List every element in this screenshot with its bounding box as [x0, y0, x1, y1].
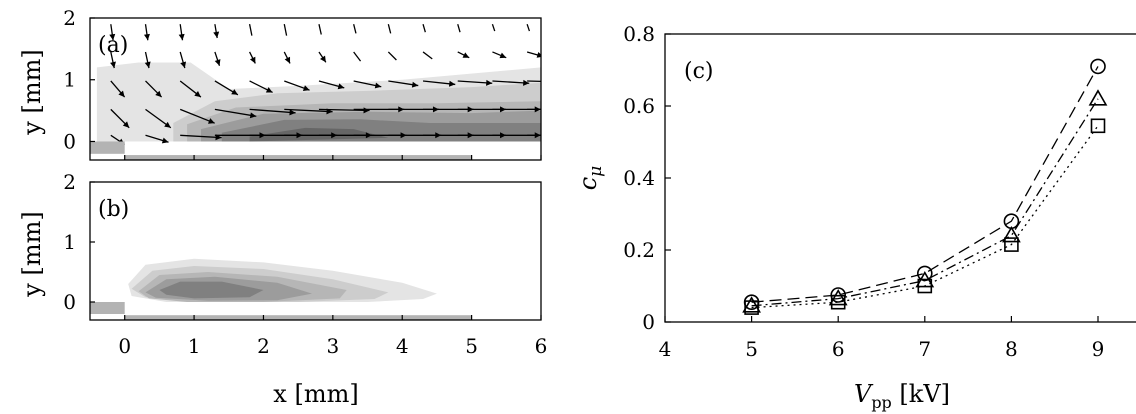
panel-b-x-axis-label: x [mm]	[273, 380, 358, 408]
velocity-vector	[215, 52, 221, 66]
b-xtick-label: 3	[326, 334, 339, 358]
c-ytick-label: 0.6	[623, 94, 655, 118]
panel-b-tag: (b)	[98, 197, 129, 222]
velocity-vector	[527, 24, 529, 31]
a-ytick-label: 0	[63, 129, 76, 153]
velocity-vector	[354, 24, 356, 33]
velocity-vector	[144, 24, 150, 40]
c-xtick-label: 8	[1005, 337, 1018, 361]
velocity-vector	[458, 52, 470, 58]
panel-c-tag: (c)	[684, 59, 714, 84]
c-xtick-label: 5	[745, 337, 758, 361]
velocity-vector	[250, 24, 252, 36]
panel-a-contours	[97, 63, 541, 142]
c-ytick-label: 0	[642, 310, 655, 334]
b-xtick-label: 2	[257, 334, 270, 358]
velocity-vector	[458, 24, 460, 32]
velocity-vector	[354, 52, 361, 61]
data-point-triangle	[1003, 228, 1019, 242]
velocity-vector	[492, 24, 494, 31]
panel-c-x-axis-label: Vpp [kV]	[854, 380, 950, 412]
c-ytick-label: 0.4	[623, 166, 655, 190]
b-xtick-label: 5	[465, 334, 478, 358]
panel-a-electrodes	[90, 141, 472, 167]
panel-b-electrodes	[90, 302, 472, 327]
series-line-triangle	[752, 99, 1098, 306]
panel-c: 0 0.2 0.4 0.6 0.8 4 5 6 7 8 9 (c) cμ Vpp [kV]	[574, 22, 1136, 412]
panel-c-series	[744, 59, 1106, 314]
panel-b-contours	[128, 259, 437, 302]
b-xtick-label: 1	[188, 334, 201, 358]
series-triangle	[744, 91, 1106, 312]
velocity-vector	[492, 52, 506, 58]
c-xtick-label: 9	[1092, 337, 1105, 361]
velocity-vector	[388, 24, 390, 33]
c-xtick-label: 6	[832, 337, 845, 361]
series-square	[745, 119, 1104, 314]
panel-c-y-axis-label: cμ	[574, 166, 606, 191]
a-ytick-label: 2	[63, 6, 76, 30]
b-ytick-label: 2	[63, 170, 76, 194]
velocity-vector	[250, 52, 256, 64]
panel-b-y-axis-label: y [mm]	[18, 211, 46, 297]
b-electrode-1	[125, 315, 472, 327]
c-xtick-label: 7	[918, 337, 931, 361]
velocity-vector	[423, 24, 425, 32]
panel-a: 0 1 2 (a) y [mm]	[18, 6, 573, 167]
c-ytick-label: 0.2	[623, 238, 655, 262]
data-point-square	[1092, 119, 1105, 132]
velocity-vector	[319, 24, 321, 34]
a-electrode-1	[125, 155, 472, 167]
panel-b-ticks: 0 1 2 0 1 2 3 4 5 6	[63, 170, 547, 358]
velocity-vector	[284, 24, 286, 36]
a-electrode-0	[90, 141, 125, 153]
b-electrode-0	[90, 302, 125, 314]
c-xtick-label: 4	[659, 337, 672, 361]
panel-a-y-axis-label: y [mm]	[18, 49, 46, 135]
velocity-vector	[179, 24, 185, 40]
c-ytick-label: 0.8	[623, 22, 655, 46]
b-xtick-label: 6	[535, 334, 548, 358]
b-ytick-label: 0	[63, 290, 76, 314]
panel-a-tag: (a)	[98, 33, 128, 58]
b-xtick-label: 4	[396, 334, 409, 358]
a-ytick-label: 1	[63, 68, 76, 92]
velocity-vector	[388, 52, 396, 60]
panel-b: 0 1 2 0 1 2 3 4 5 6 (b) y [mm] x [mm]	[18, 170, 547, 408]
b-xtick-label: 0	[118, 334, 131, 358]
data-point-triangle	[1090, 91, 1106, 105]
b-ytick-label: 1	[63, 230, 76, 254]
velocity-vector	[213, 24, 219, 38]
velocity-vector	[284, 52, 290, 64]
velocity-vector	[423, 52, 432, 59]
velocity-vector	[319, 52, 326, 62]
